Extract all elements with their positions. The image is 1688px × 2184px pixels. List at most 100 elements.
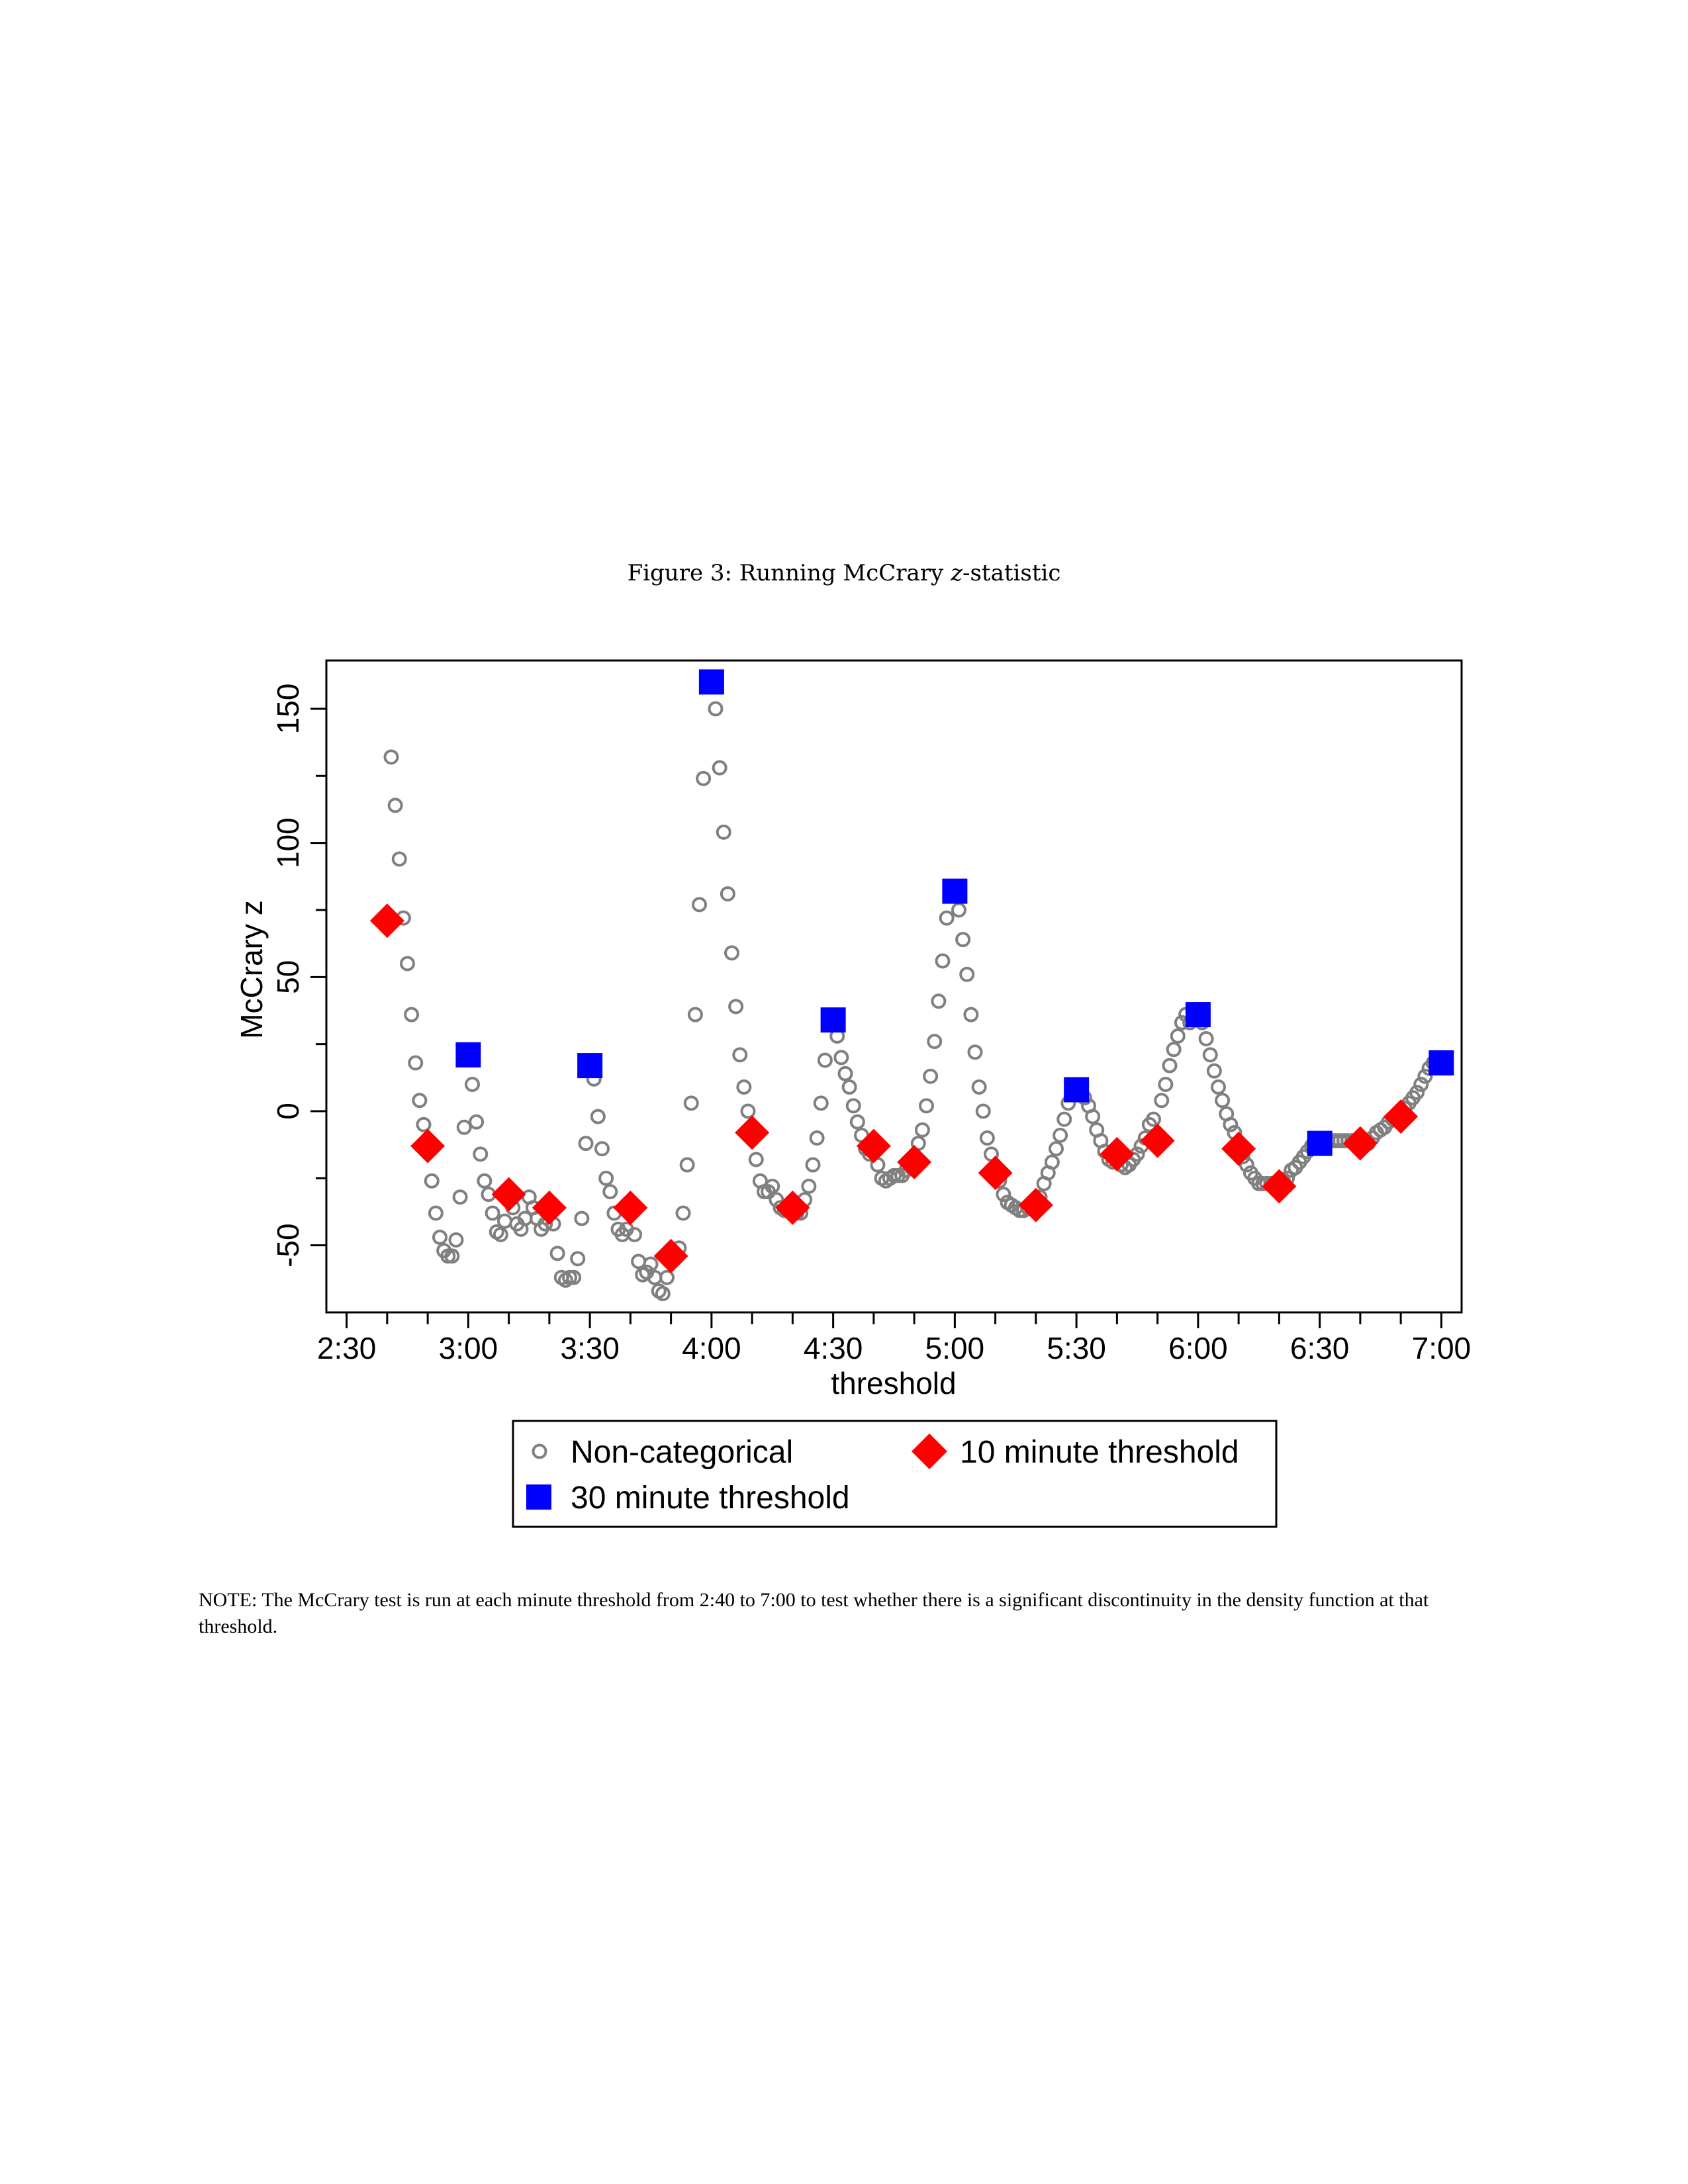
noncategorical-point [1056,1111,1072,1127]
noncategorical-point [473,1146,489,1162]
noncategorical-point [683,1095,699,1111]
ten-minute-point [775,1190,810,1225]
x-tick-label: 4:00 [682,1331,741,1365]
ten-minute-point [1140,1123,1175,1158]
x-tick-label: 6:00 [1168,1331,1228,1365]
noncategorical-point [967,1044,983,1060]
figure-note: NOTE: The McCrary test is run at each mi… [199,1589,1429,1637]
noncategorical-point [724,945,739,961]
noncategorical-point [1044,1154,1060,1170]
legend-thirty-minute-marker [526,1484,551,1510]
y-tick-label: 50 [271,960,305,994]
noncategorical-point [979,1130,995,1146]
ten-minute-series [369,903,1419,1273]
noncategorical-point [1211,1079,1226,1095]
noncategorical-point [1085,1109,1101,1124]
noncategorical-point [720,886,735,902]
y-tick-label: 100 [271,817,305,868]
noncategorical-point [813,1095,829,1111]
noncategorical-point [594,1141,610,1157]
x-tick-label: 2:30 [317,1331,377,1365]
noncategorical-point [400,956,415,972]
noncategorical-point [412,1093,428,1109]
x-tick-label: 3:00 [439,1331,498,1365]
legend: Non-categorical 10 minute threshold 30 m… [512,1420,1278,1528]
noncategorical-point [687,1007,703,1023]
noncategorical-point [1146,1111,1161,1127]
noncategorical-point [485,1205,500,1221]
thirty-minute-point [1307,1130,1333,1156]
x-tick-label: 3:30 [560,1331,620,1365]
ten-minute-point [1262,1169,1297,1204]
x-axis: 2:30 3:00 3:30 4:00 4:30 5:00 5:30 6:00 6:30 7:00 [317,1312,1471,1365]
noncategorical-point [923,1068,939,1084]
noncategorical-point [659,1269,675,1285]
thirty-minute-point [1064,1077,1090,1103]
plot-frame [325,659,1463,1314]
noncategorical-point [1053,1127,1068,1143]
noncategorical-point [1170,1028,1186,1044]
noncategorical-point [574,1210,590,1226]
noncategorical-point [841,1079,857,1095]
noncategorical-point [1223,1116,1239,1132]
noncategorical-point [971,1079,987,1095]
noncategorical-point [1158,1076,1174,1092]
noncategorical-point [408,1055,424,1071]
noncategorical-point [1409,1085,1425,1101]
ten-minute-point [978,1156,1013,1191]
legend-noncategorical-label: Non-categorical [571,1435,793,1470]
noncategorical-point [465,1076,480,1092]
noncategorical-point [424,1173,440,1189]
thirty-minute-point [455,1042,481,1068]
thirty-minute-point [820,1007,846,1033]
noncategorical-point [809,1130,825,1146]
noncategorical-point [919,1098,934,1114]
legend-noncategorical-marker [532,1443,547,1459]
caption-suffix: -statistic [962,560,1061,586]
noncategorical-point [416,1116,432,1132]
noncategorical-point [817,1052,833,1068]
noncategorical-point [452,1189,468,1205]
noncategorical-point [801,1178,817,1194]
ten-minute-point [410,1128,445,1163]
y-tick-label: 150 [271,684,305,735]
noncategorical-point [728,999,744,1015]
noncategorical-point [837,1066,853,1081]
ten-minute-point [1221,1131,1256,1166]
noncategorical-point [769,1192,784,1208]
noncategorical-point [428,1205,444,1221]
noncategorical-point [391,851,407,867]
noncategorical-point [1239,1157,1254,1173]
legend-ten-minute-marker [912,1433,947,1469]
ten-minute-point [491,1177,526,1212]
noncategorical-point [477,1173,492,1189]
figure-caption: Figure 3: Running McCrary z-statistic [0,560,1688,586]
ten-minute-point [1342,1126,1378,1161]
noncategorical-point [696,770,712,786]
noncategorical-point [456,1119,472,1135]
noncategorical-point [598,1170,614,1186]
thirty-minute-point [942,878,968,904]
y-axis: -50 0 50 100 150 [271,684,326,1267]
ten-minute-point [897,1145,932,1180]
noncategorical-point [849,1114,865,1130]
noncategorical-point [927,1034,943,1050]
noncategorical-point [1049,1141,1064,1157]
noncategorical-point [975,1103,991,1119]
noncategorical-point [931,993,947,1009]
noncategorical-point [748,1152,764,1167]
ten-minute-point [735,1115,770,1150]
mccrary-chart: -50 0 50 100 150 2:30 3:00 3:30 4:00 4:30 5:00 5:3… [234,659,1471,1528]
noncategorical-point [492,1226,508,1242]
ten-minute-point [856,1128,891,1163]
x-tick-label: 7:00 [1412,1331,1472,1365]
noncategorical-point [935,953,951,969]
ten-minute-point [1100,1136,1135,1171]
ten-minute-point [613,1190,648,1225]
ten-minute-point [1383,1099,1419,1134]
thirty-minute-point [1429,1050,1454,1076]
y-axis-label: McCrary z [234,900,269,1039]
noncategorical-point [549,1246,565,1261]
noncategorical-point [765,1178,780,1194]
noncategorical-point [1154,1093,1170,1109]
